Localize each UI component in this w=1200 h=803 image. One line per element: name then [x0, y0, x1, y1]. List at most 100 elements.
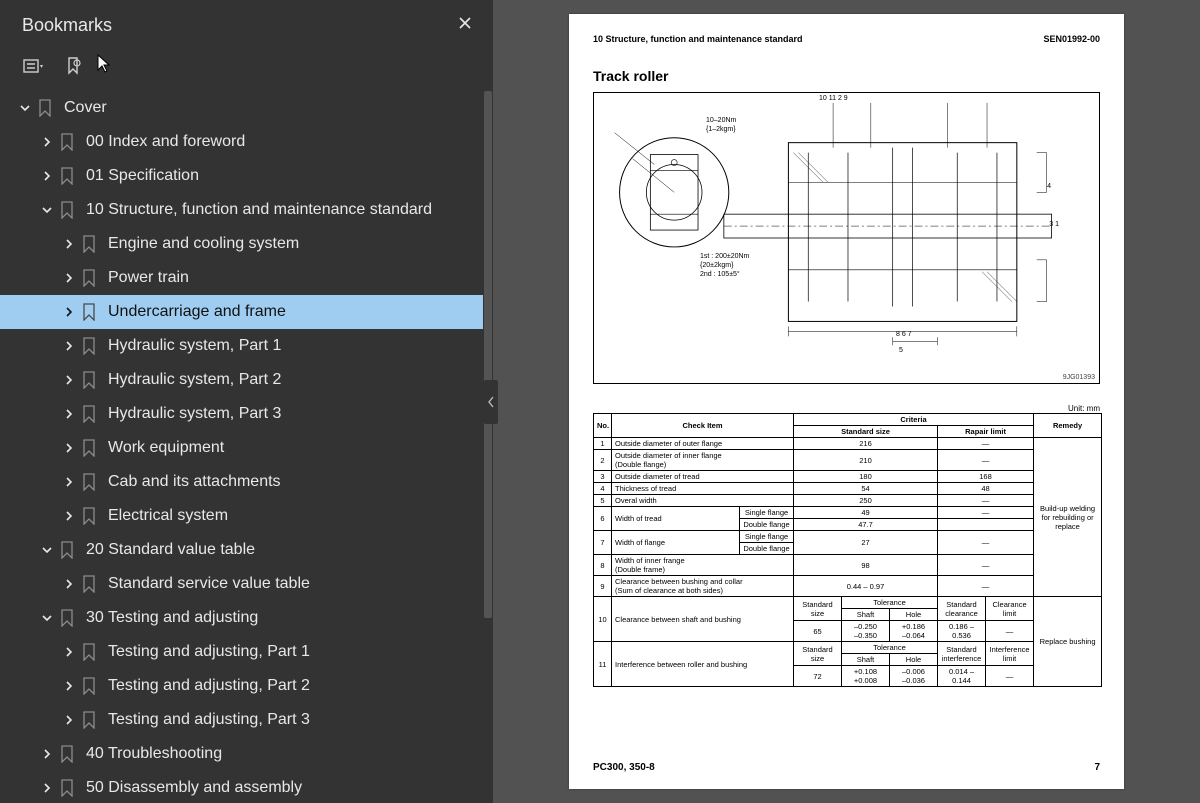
chevron-right-icon[interactable]: [62, 339, 76, 353]
bookmark-node[interactable]: Hydraulic system, Part 1: [0, 329, 483, 363]
td: 47.7: [794, 519, 938, 531]
bookmark-icon: [60, 745, 76, 763]
bookmark-node[interactable]: 50 Disassembly and assembly: [0, 771, 483, 803]
chevron-right-icon[interactable]: [40, 747, 54, 761]
unit-label: Unit: mm: [593, 404, 1100, 413]
chevron-right-icon[interactable]: [62, 305, 76, 319]
bookmarks-tree[interactable]: Cover00 Index and foreword 01 Specificati…: [0, 91, 493, 803]
chevron-right-icon[interactable]: [62, 237, 76, 251]
td: 8: [594, 555, 612, 576]
bookmark-label: Work equipment: [108, 439, 224, 457]
bookmark-label: Standard service value table: [108, 575, 310, 593]
td: Width of flange: [612, 531, 740, 555]
td: —: [938, 576, 1034, 597]
bookmark-node[interactable]: 01 Specification: [0, 159, 483, 193]
td: Interference limit: [986, 642, 1034, 666]
td: —: [938, 495, 1034, 507]
td: 9: [594, 576, 612, 597]
td: 3: [594, 471, 612, 483]
chevron-right-icon[interactable]: [62, 713, 76, 727]
td: Standard size: [794, 597, 842, 621]
diagram-svg: [594, 93, 1099, 383]
bookmark-label: Engine and cooling system: [108, 235, 299, 253]
chevron-right-icon[interactable]: [62, 441, 76, 455]
close-panel-button[interactable]: [453, 10, 477, 41]
bookmark-icon: [60, 541, 76, 559]
document-viewport[interactable]: 10 Structure, function and maintenance s…: [493, 0, 1200, 803]
bookmark-node[interactable]: Hydraulic system, Part 2: [0, 363, 483, 397]
find-bookmark-button[interactable]: [62, 55, 84, 77]
td: 168: [938, 471, 1034, 483]
outline-options-button[interactable]: [22, 55, 44, 77]
td: 2: [594, 450, 612, 471]
bookmark-node[interactable]: 00 Index and foreword: [0, 125, 483, 159]
td: Outside diameter of outer flange: [612, 438, 794, 450]
bookmark-icon: [82, 235, 98, 253]
chevron-right-icon[interactable]: [40, 781, 54, 795]
chevron-down-icon[interactable]: [18, 101, 32, 115]
td: Clearance limit: [986, 597, 1034, 621]
bookmark-label: Testing and adjusting, Part 2: [108, 677, 310, 695]
bookmark-node[interactable]: Electrical system: [0, 499, 483, 533]
bookmark-node[interactable]: Power train: [0, 261, 483, 295]
bookmark-node[interactable]: 40 Troubleshooting: [0, 737, 483, 771]
td: Clearance between shaft and bushing: [612, 597, 794, 642]
chevron-right-icon[interactable]: [62, 679, 76, 693]
tree-scrollbar[interactable]: [483, 91, 493, 803]
td: Single flange: [740, 531, 794, 543]
bookmark-node[interactable]: 10 Structure, function and maintenance s…: [0, 193, 483, 227]
bookmark-label: 01 Specification: [86, 167, 199, 185]
bookmarks-header: Bookmarks: [0, 0, 493, 47]
bookmark-label: Cab and its attachments: [108, 473, 281, 491]
chevron-right-icon[interactable]: [62, 407, 76, 421]
footer-right: 7: [1094, 762, 1100, 773]
td: +0.108 +0.008: [842, 666, 890, 687]
bookmark-label: Power train: [108, 269, 189, 287]
bookmark-node[interactable]: Testing and adjusting, Part 1: [0, 635, 483, 669]
td-remedy-1: Build-up welding for rebuilding or repla…: [1034, 438, 1102, 597]
bookmark-node[interactable]: Testing and adjusting, Part 3: [0, 703, 483, 737]
bookmark-node[interactable]: Testing and adjusting, Part 2: [0, 669, 483, 703]
bookmark-node[interactable]: Standard service value table: [0, 567, 483, 601]
td: 6: [594, 507, 612, 531]
bookmark-node[interactable]: Cover: [0, 91, 483, 125]
bookmark-icon: [60, 609, 76, 627]
bookmark-node[interactable]: Undercarriage and frame: [0, 295, 483, 329]
track-roller-diagram: 10–20Nm {1–2kgm} 1st : 200±20Nm {20±2kgm…: [593, 92, 1100, 384]
bookmark-label: Hydraulic system, Part 2: [108, 371, 281, 389]
chevron-down-icon[interactable]: [40, 611, 54, 625]
td: Tolerance: [842, 597, 938, 609]
td: —: [986, 621, 1034, 642]
chevron-right-icon[interactable]: [40, 135, 54, 149]
chevron-right-icon[interactable]: [62, 577, 76, 591]
bookmark-icon: [60, 201, 76, 219]
chevron-right-icon[interactable]: [40, 169, 54, 183]
chevron-right-icon[interactable]: [62, 509, 76, 523]
page-header-left: 10 Structure, function and maintenance s…: [593, 34, 803, 44]
bookmark-label: Hydraulic system, Part 1: [108, 337, 281, 355]
td: 4: [594, 483, 612, 495]
chevron-right-icon[interactable]: [62, 271, 76, 285]
bookmark-node[interactable]: Engine and cooling system: [0, 227, 483, 261]
bookmark-node[interactable]: Cab and its attachments: [0, 465, 483, 499]
td: Double flange: [740, 519, 794, 531]
chevron-down-icon[interactable]: [40, 203, 54, 217]
chevron-right-icon[interactable]: [62, 475, 76, 489]
bookmark-node[interactable]: Hydraulic system, Part 3: [0, 397, 483, 431]
bookmark-node[interactable]: 20 Standard value table: [0, 533, 483, 567]
chevron-down-icon[interactable]: [40, 543, 54, 557]
bookmark-icon: [82, 303, 98, 321]
page-header: 10 Structure, function and maintenance s…: [593, 34, 1100, 44]
diagram-code: 9JG01393: [1063, 374, 1095, 381]
td: Outside diameter of tread: [612, 471, 794, 483]
page-title: Track roller: [593, 68, 1100, 84]
tree-scroll-thumb[interactable]: [484, 91, 492, 618]
bookmark-icon: [38, 99, 54, 117]
bookmark-node[interactable]: 30 Testing and adjusting: [0, 601, 483, 635]
td: Double flange: [740, 543, 794, 555]
chevron-right-icon[interactable]: [62, 373, 76, 387]
th-repair: Rapair limit: [938, 426, 1034, 438]
chevron-right-icon[interactable]: [62, 645, 76, 659]
bookmark-node[interactable]: Work equipment: [0, 431, 483, 465]
collapse-sidebar-button[interactable]: [484, 380, 498, 424]
